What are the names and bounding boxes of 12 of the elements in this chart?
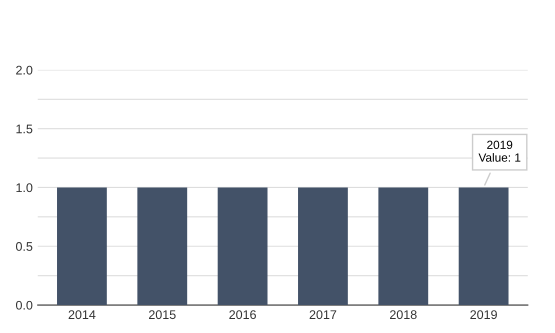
x-tick-label: 2015: [148, 310, 176, 320]
x-tick-label: 2016: [229, 310, 256, 320]
x-tick-label: 2017: [310, 310, 336, 320]
x-tick-label: 2014: [68, 310, 96, 320]
x-tick-label: 2019: [470, 310, 497, 320]
y-tick-label: 1.0: [16, 183, 32, 192]
y-tick-label: 0.0: [16, 300, 32, 310]
x-tick-label: 2018: [390, 310, 417, 320]
y-tick-label: 0.5: [16, 242, 32, 251]
annotation: 2019 Value: 1: [478, 140, 520, 162]
y-tick-label: 2.0: [16, 66, 32, 75]
y-tick-label: 1.5: [16, 124, 32, 134]
